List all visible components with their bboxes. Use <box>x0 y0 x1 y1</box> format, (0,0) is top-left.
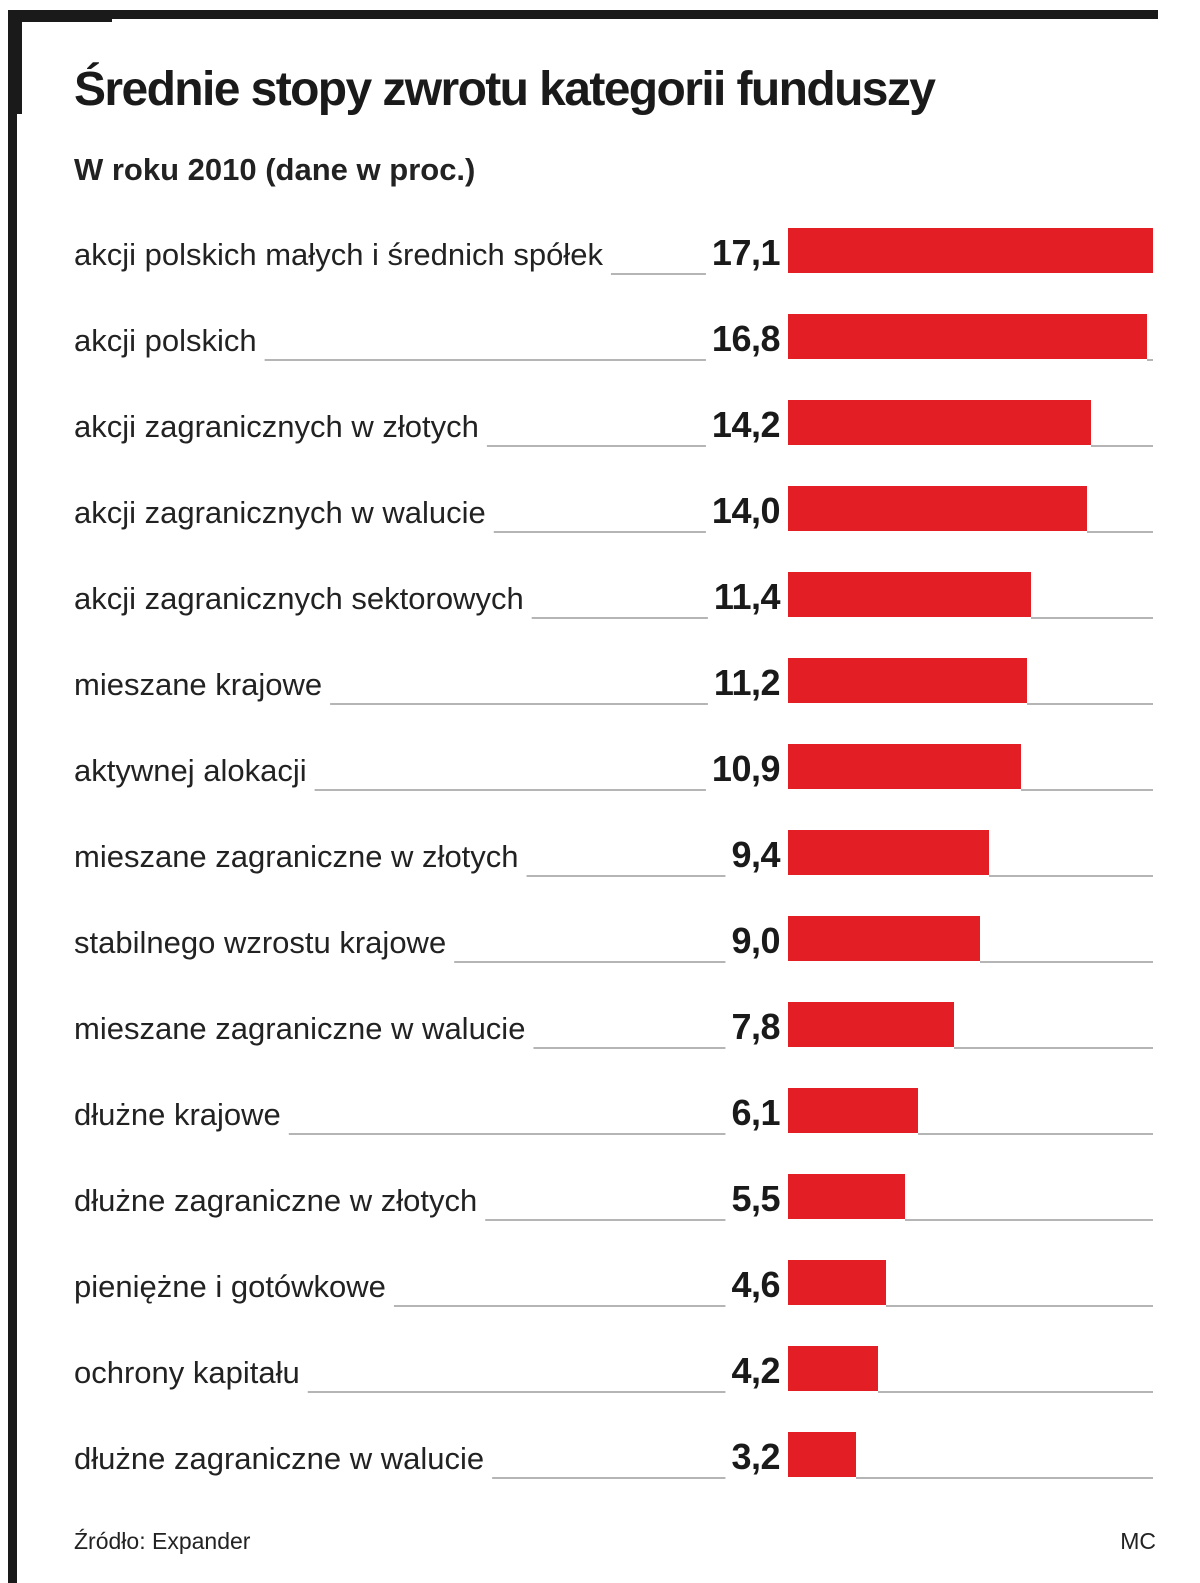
value-label: 7,8 <box>731 1006 780 1047</box>
value-label: 3,2 <box>731 1436 780 1477</box>
frame-corner-tab <box>8 10 112 22</box>
bar <box>788 228 1153 273</box>
value-label: 5,5 <box>731 1178 780 1219</box>
source-note: Źródło: Expander <box>74 1528 251 1554</box>
bar <box>788 572 1031 617</box>
bar <box>788 1174 905 1219</box>
frame-corner-notch <box>8 10 22 114</box>
frame-top-rule <box>8 10 1158 19</box>
value-label: 11,2 <box>714 662 780 703</box>
bar <box>788 916 980 961</box>
category-label: dłużne krajowe <box>74 1097 281 1132</box>
category-label: mieszane zagraniczne w złotych <box>74 839 519 874</box>
value-label: 16,8 <box>712 318 780 359</box>
value-label: 4,6 <box>731 1264 780 1305</box>
category-label: akcji zagranicznych w złotych <box>74 409 479 444</box>
value-label: 10,9 <box>712 748 780 789</box>
value-label: 4,2 <box>731 1350 780 1391</box>
bar <box>788 1432 856 1477</box>
bar <box>788 830 989 875</box>
value-label: 9,4 <box>731 834 780 875</box>
bar <box>788 1346 878 1391</box>
bar <box>788 314 1147 359</box>
chart-subtitle: W roku 2010 (dane w proc.) <box>74 152 476 187</box>
frame-left-rule <box>8 10 17 1583</box>
category-label: stabilnego wzrostu krajowe <box>74 925 446 960</box>
bar <box>788 486 1087 531</box>
category-label: dłużne zagraniczne w złotych <box>74 1183 477 1218</box>
chart-title: Średnie stopy zwrotu kategorii funduszy <box>74 63 936 116</box>
value-label: 6,1 <box>731 1092 780 1133</box>
bar <box>788 658 1027 703</box>
value-label: 11,4 <box>714 576 781 617</box>
category-label: pieniężne i gotówkowe <box>74 1269 386 1304</box>
value-label: 17,1 <box>712 232 781 273</box>
bar <box>788 1088 918 1133</box>
category-label: mieszane zagraniczne w walucie <box>74 1011 525 1046</box>
category-label: akcji zagranicznych sektorowych <box>74 581 524 616</box>
value-label: 14,0 <box>712 490 780 531</box>
value-label: 14,2 <box>712 404 780 445</box>
bar-chart: akcji polskich małych i średnich spółek 1… <box>74 228 1153 1479</box>
bar <box>788 1260 886 1305</box>
category-label: mieszane krajowe <box>74 667 322 702</box>
bar <box>788 1002 954 1047</box>
category-label: dłużne zagraniczne w walucie <box>74 1441 484 1476</box>
value-label: 9,0 <box>731 920 780 961</box>
category-label: akcji polskich małych i średnich spółek <box>74 237 603 272</box>
category-label: ochrony kapitału <box>74 1355 300 1390</box>
bar <box>788 400 1091 445</box>
category-label: akcji polskich <box>74 323 257 358</box>
author-credit: MC <box>1120 1528 1156 1554</box>
bar <box>788 744 1021 789</box>
category-label: akcji zagranicznych w walucie <box>74 495 486 530</box>
category-label: aktywnej alokacji <box>74 753 307 788</box>
